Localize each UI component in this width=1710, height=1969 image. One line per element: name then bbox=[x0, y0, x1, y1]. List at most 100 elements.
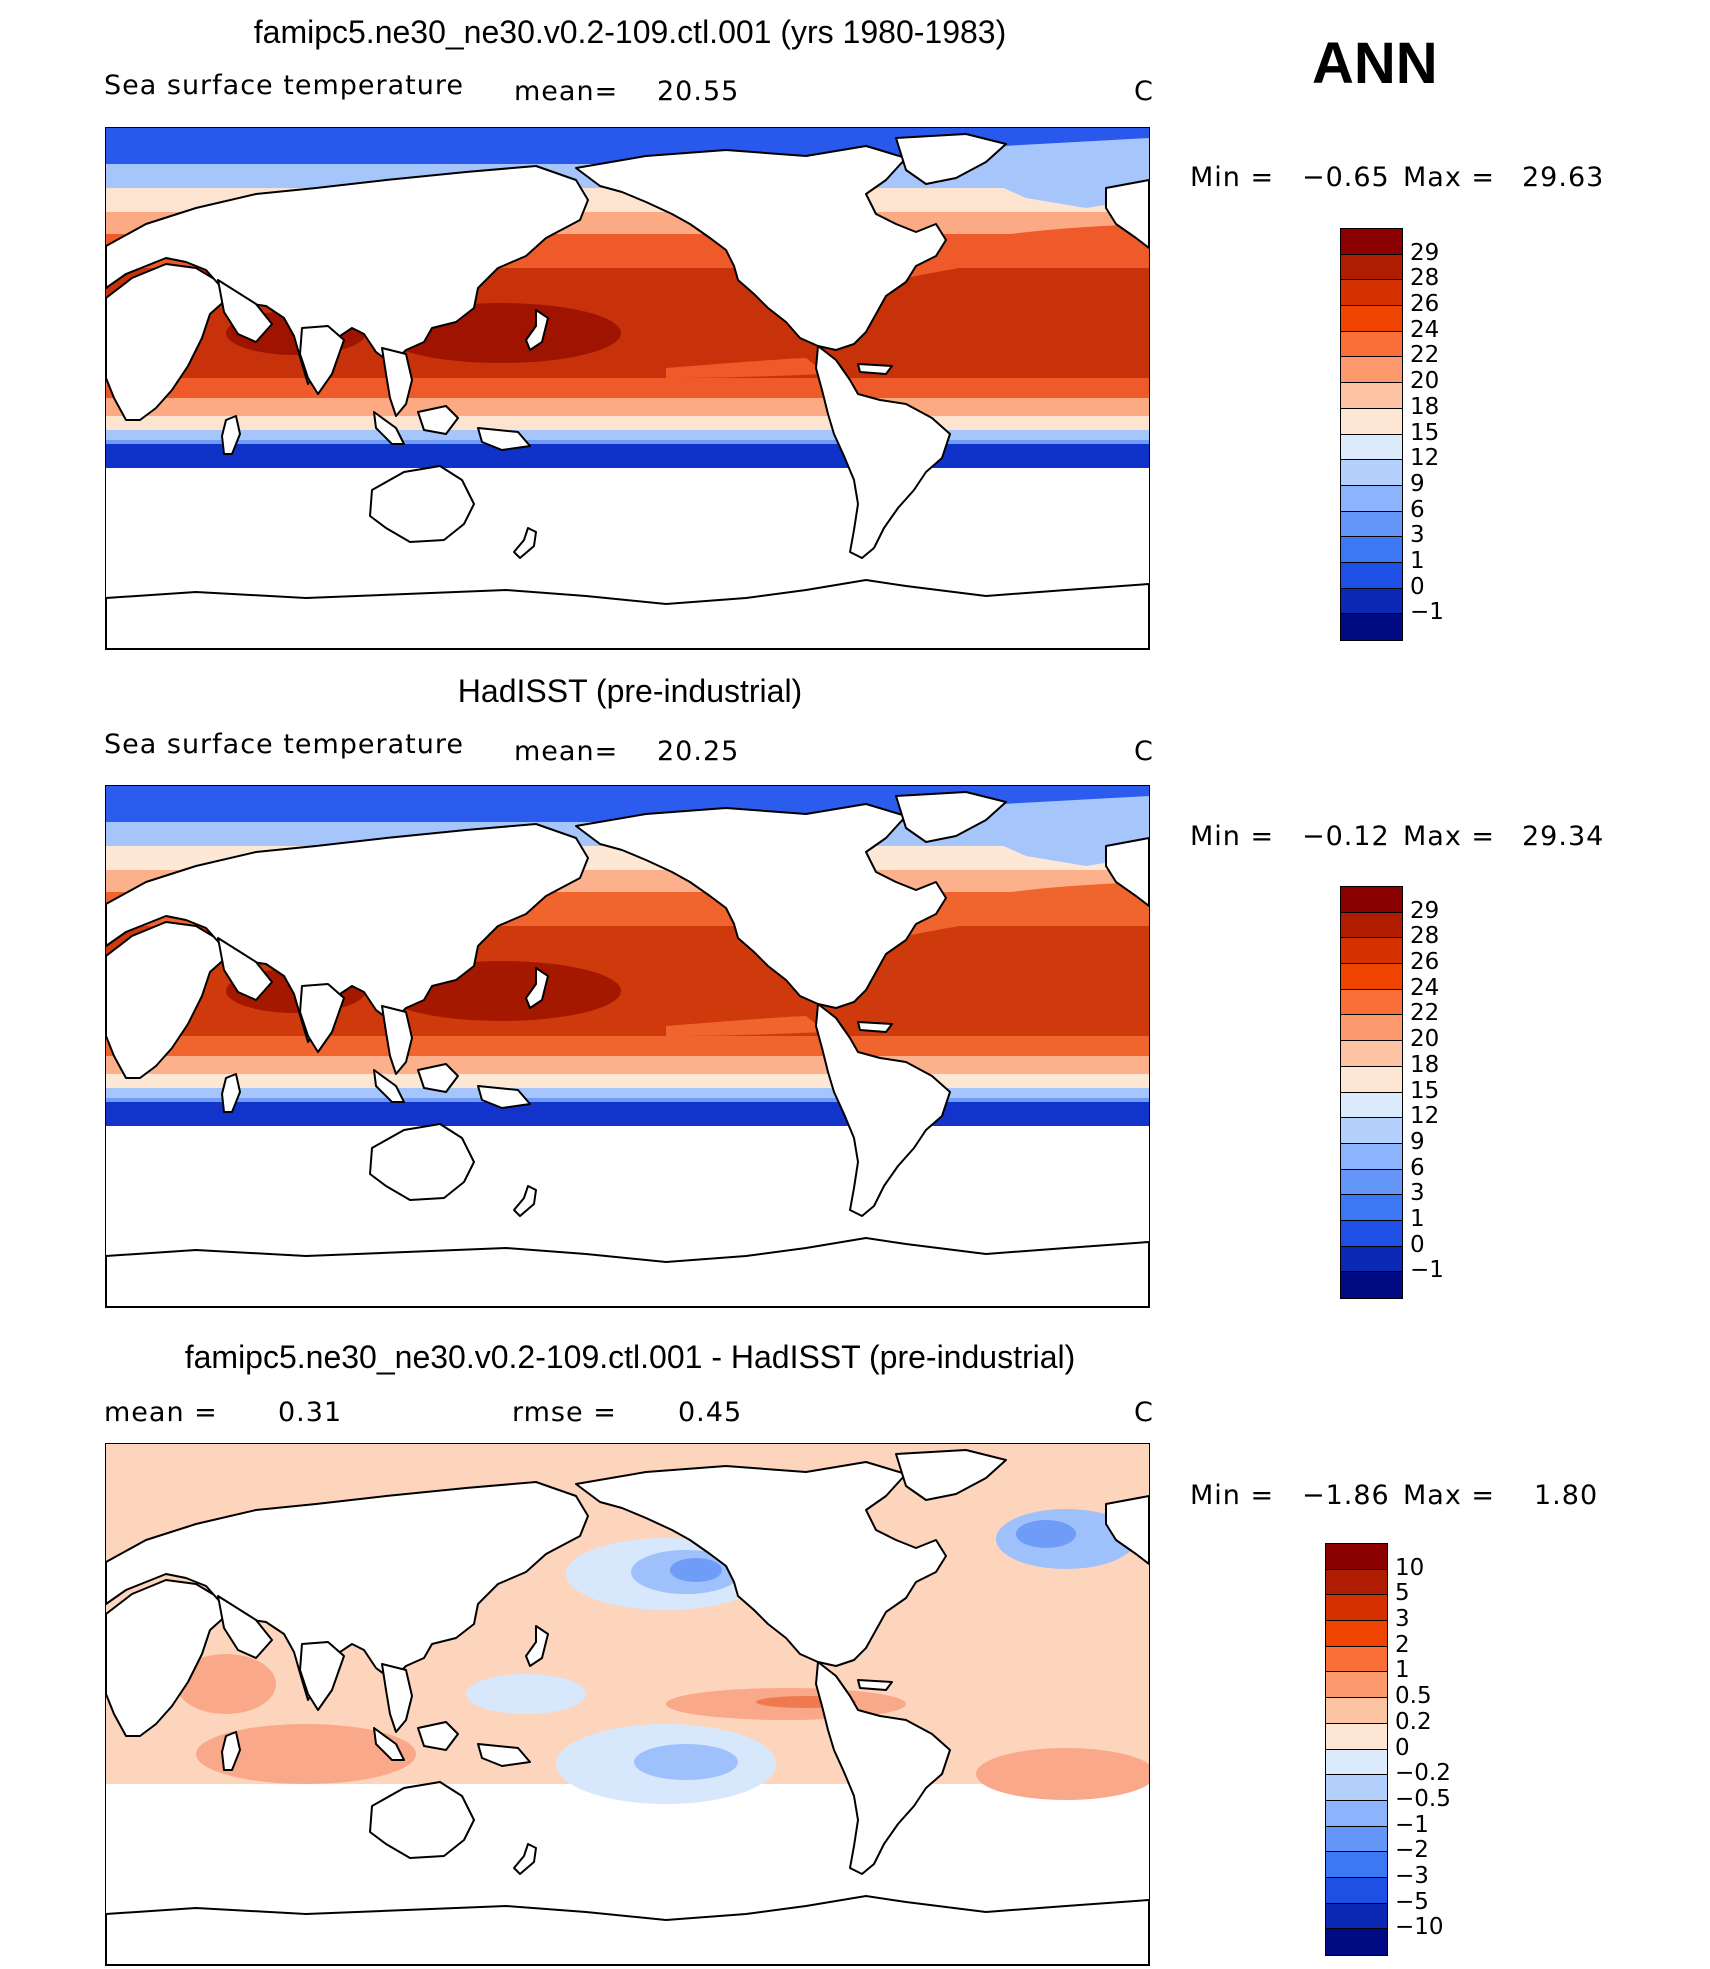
colorbar-swatch bbox=[1326, 1903, 1387, 1930]
landmass bbox=[106, 1895, 1149, 1965]
panel-2-max-label: Max = bbox=[1403, 821, 1496, 852]
panel-1-min-label: Min = bbox=[1190, 162, 1275, 193]
panel-2-field-label: Sea surface temperature bbox=[104, 729, 464, 760]
colorbar-tick-label: 5 bbox=[1395, 1580, 1410, 1607]
landmass bbox=[106, 263, 229, 421]
landmass bbox=[513, 527, 537, 559]
landmass bbox=[106, 921, 229, 1079]
colorbar-tick-label: −1 bbox=[1410, 599, 1444, 626]
landmass bbox=[857, 1021, 893, 1033]
landmass bbox=[106, 579, 1149, 649]
landmass bbox=[1105, 1495, 1149, 1565]
sst-band bbox=[106, 430, 1149, 440]
colorbar-tick-label: 10 bbox=[1395, 1554, 1425, 1581]
landmass bbox=[417, 405, 459, 435]
colorbar-tick-label: −1 bbox=[1395, 1811, 1429, 1838]
gulf-stream bbox=[896, 882, 1149, 936]
landmass bbox=[217, 937, 273, 1001]
panel-1-max-value: 29.63 bbox=[1522, 162, 1605, 193]
colorbar-tick-label: 24 bbox=[1410, 316, 1440, 343]
colorbar-swatch bbox=[1341, 306, 1402, 332]
landmass bbox=[381, 1663, 413, 1733]
colorbar-tick-label: 3 bbox=[1410, 1180, 1425, 1207]
anomaly-region bbox=[196, 1724, 416, 1784]
colorbar-swatch bbox=[1341, 912, 1402, 939]
colorbar-tick-label: −2 bbox=[1395, 1837, 1429, 1864]
landmass bbox=[373, 1727, 405, 1761]
anomaly-region bbox=[1016, 1520, 1076, 1548]
panel-3-mean-label: mean = bbox=[104, 1397, 218, 1428]
colorbar-swatch bbox=[1341, 1015, 1402, 1042]
colorbar-tick-label: 26 bbox=[1410, 291, 1440, 318]
landmass bbox=[815, 1661, 951, 1875]
colorbar-swatch bbox=[1326, 1749, 1387, 1776]
landmass bbox=[299, 1641, 345, 1711]
colorbar-tick-label: 15 bbox=[1410, 419, 1440, 446]
colorbar-tick-label: −5 bbox=[1395, 1888, 1429, 1915]
colorbar-swatch bbox=[1341, 1272, 1402, 1298]
gulf-stream bbox=[896, 224, 1149, 278]
colorbar-swatch bbox=[1341, 229, 1402, 255]
panel-3-map bbox=[105, 1443, 1150, 1966]
colorbar-swatch bbox=[1341, 434, 1402, 461]
colorbar-tick-label: 28 bbox=[1410, 265, 1440, 292]
anomaly-region bbox=[976, 1748, 1149, 1800]
colorbar-swatch bbox=[1326, 1621, 1387, 1647]
colorbar-swatch bbox=[1341, 357, 1402, 384]
colorbar-tick-label: 0 bbox=[1410, 1231, 1425, 1258]
colorbar-swatch bbox=[1341, 1041, 1402, 1067]
panel-2-mean-value: 20.25 bbox=[657, 736, 740, 767]
landmass bbox=[217, 1595, 273, 1659]
colorbar-swatch bbox=[1341, 1143, 1402, 1170]
colorbar-tick-label: 26 bbox=[1410, 949, 1440, 976]
colorbar-swatch bbox=[1341, 964, 1402, 990]
colorbar-swatch bbox=[1341, 1246, 1402, 1273]
colorbar-swatch bbox=[1341, 1220, 1402, 1247]
southern-ocean-band bbox=[106, 444, 1149, 460]
anomaly-region bbox=[670, 1558, 722, 1582]
landmass bbox=[217, 279, 273, 343]
colorbar-swatch bbox=[1341, 254, 1402, 281]
landmass bbox=[513, 1185, 537, 1217]
cold-tongue bbox=[666, 1016, 826, 1036]
anomaly-region bbox=[634, 1744, 738, 1780]
sst-band bbox=[106, 1036, 1149, 1056]
panel-3-units: C bbox=[1134, 1397, 1154, 1428]
panel-1-map bbox=[105, 127, 1150, 650]
landmass bbox=[895, 133, 1007, 185]
panel-2-title: HadISST (pre-industrial) bbox=[457, 673, 803, 709]
colorbar-tick-label: 24 bbox=[1410, 974, 1440, 1001]
colorbar-tick-label: 15 bbox=[1410, 1077, 1440, 1104]
panel-1-mean-label: mean= bbox=[514, 76, 619, 107]
colorbar-swatch bbox=[1341, 280, 1402, 307]
colorbar-tick-label: 6 bbox=[1410, 1154, 1425, 1181]
colorbar-swatch bbox=[1341, 1066, 1402, 1093]
colorbar-tick-label: 0.5 bbox=[1395, 1683, 1432, 1710]
panel-3-colorbar bbox=[1325, 1543, 1388, 1956]
landmass bbox=[815, 345, 951, 559]
landmass bbox=[106, 1579, 229, 1737]
colorbar-tick-label: 20 bbox=[1410, 1026, 1440, 1053]
colorbar-tick-label: 6 bbox=[1410, 496, 1425, 523]
landmass bbox=[369, 1123, 475, 1201]
colorbar-swatch bbox=[1341, 562, 1402, 589]
colorbar-tick-label: 20 bbox=[1410, 368, 1440, 395]
colorbar-tick-label: 0 bbox=[1410, 573, 1425, 600]
panel-3-rmse-label: rmse = bbox=[512, 1397, 617, 1428]
sst-band bbox=[106, 1074, 1149, 1088]
colorbar-tick-label: 1 bbox=[1410, 547, 1425, 574]
panel-2-mean-label: mean= bbox=[514, 736, 619, 767]
colorbar-swatch bbox=[1341, 511, 1402, 538]
landmass bbox=[417, 1063, 459, 1093]
sst-band bbox=[106, 1116, 1149, 1126]
panel-2-min-value: −0.12 bbox=[1302, 821, 1390, 852]
colorbar-swatch bbox=[1326, 1595, 1387, 1622]
landmass bbox=[373, 411, 405, 445]
landmass bbox=[477, 427, 531, 451]
sst-band bbox=[106, 378, 1149, 398]
southern-ocean-band bbox=[106, 1102, 1149, 1118]
panel-1-units: C bbox=[1134, 76, 1154, 107]
colorbar-tick-label: 22 bbox=[1410, 342, 1440, 369]
colorbar-tick-label: 29 bbox=[1410, 897, 1440, 924]
colorbar-swatch bbox=[1341, 887, 1402, 913]
